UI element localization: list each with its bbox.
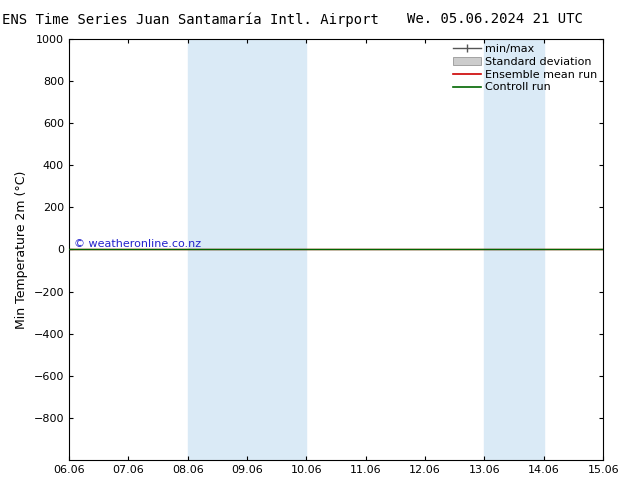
Legend: min/max, Standard deviation, Ensemble mean run, Controll run: min/max, Standard deviation, Ensemble me… [451,42,600,95]
Text: ENS Time Series Juan Santamaría Intl. Airport: ENS Time Series Juan Santamaría Intl. Ai… [2,12,378,27]
Text: © weatheronline.co.nz: © weatheronline.co.nz [74,240,202,249]
Y-axis label: Min Temperature 2m (°C): Min Temperature 2m (°C) [15,170,28,329]
Bar [188,39,306,460]
Bar [484,39,544,460]
Text: We. 05.06.2024 21 UTC: We. 05.06.2024 21 UTC [406,12,583,26]
